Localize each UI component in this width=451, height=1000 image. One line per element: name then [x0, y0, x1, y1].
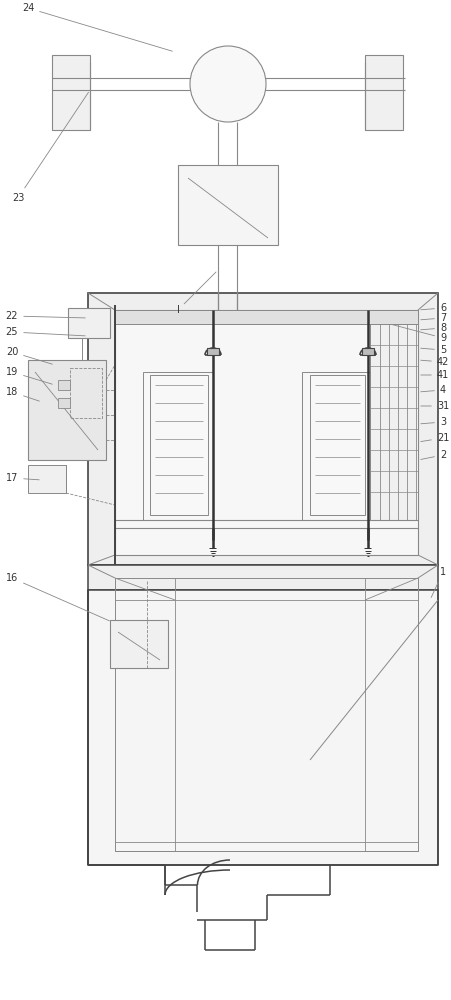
- Text: 6: 6: [420, 303, 445, 313]
- Bar: [309, 375, 364, 515]
- Text: 25: 25: [6, 327, 85, 337]
- Bar: [115, 578, 417, 851]
- Text: 2: 2: [420, 450, 445, 460]
- Bar: [364, 55, 402, 130]
- Text: 24: 24: [22, 3, 172, 51]
- Text: 1: 1: [430, 567, 445, 597]
- Bar: [143, 372, 212, 520]
- Bar: [150, 375, 207, 515]
- Text: 7: 7: [420, 313, 445, 323]
- Bar: [88, 293, 437, 565]
- Bar: [207, 348, 219, 355]
- Bar: [28, 360, 106, 460]
- Bar: [70, 368, 102, 418]
- Bar: [369, 324, 417, 520]
- Text: 8: 8: [420, 323, 445, 333]
- Bar: [115, 310, 417, 555]
- Text: 9: 9: [392, 325, 445, 343]
- Bar: [58, 398, 70, 408]
- Text: 5: 5: [420, 345, 445, 355]
- Text: 23: 23: [12, 92, 88, 203]
- Bar: [52, 55, 90, 130]
- Text: 20: 20: [6, 347, 52, 364]
- Text: 31: 31: [420, 401, 448, 411]
- Text: 16: 16: [6, 573, 109, 621]
- Bar: [361, 348, 373, 355]
- Text: 42: 42: [420, 357, 448, 367]
- Text: 17: 17: [6, 473, 39, 483]
- Bar: [178, 165, 277, 245]
- Bar: [58, 380, 70, 390]
- Text: 41: 41: [420, 370, 448, 380]
- Text: 21: 21: [420, 433, 448, 443]
- Bar: [68, 308, 110, 338]
- Text: 22: 22: [6, 311, 85, 321]
- Text: I: I: [176, 272, 216, 315]
- Text: 19: 19: [6, 367, 52, 384]
- Bar: [88, 565, 437, 590]
- Text: 4: 4: [420, 385, 445, 395]
- Text: 18: 18: [6, 387, 39, 401]
- Bar: [28, 465, 66, 493]
- Bar: [88, 590, 437, 865]
- Bar: [110, 620, 168, 668]
- Bar: [301, 372, 369, 520]
- Bar: [115, 310, 417, 324]
- Text: 3: 3: [420, 417, 445, 427]
- Circle shape: [189, 46, 265, 122]
